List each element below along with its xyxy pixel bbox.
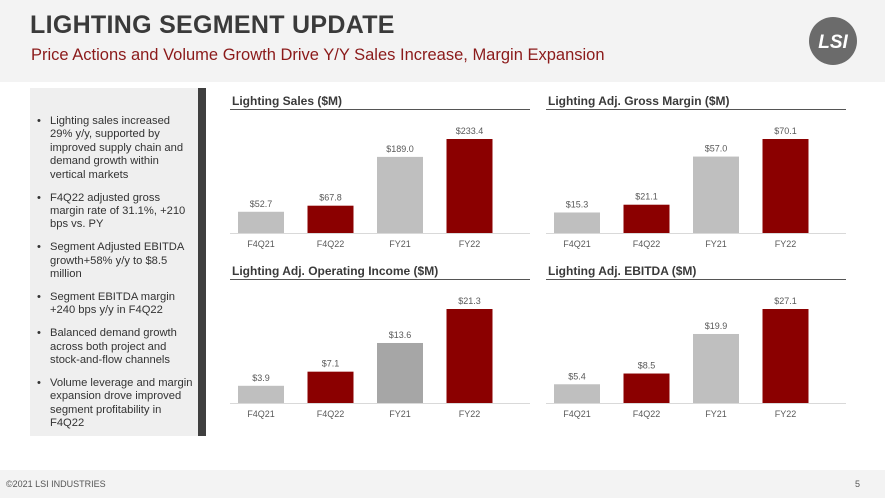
- chart-title: Lighting Adj. Gross Margin ($M): [548, 94, 730, 108]
- logo-text: LSI: [818, 32, 848, 53]
- bar: [623, 373, 670, 403]
- bullet-item: Volume leverage and margin expansion dro…: [36, 377, 194, 431]
- footer-band: ©2021 LSI INDUSTRIES 5: [0, 470, 885, 498]
- data-label: $233.4: [456, 126, 484, 136]
- bar: [762, 309, 809, 403]
- bullet-item: Segment EBITDA margin +240 bps y/y in F4…: [36, 291, 194, 318]
- bar: [693, 156, 739, 233]
- bar: [446, 309, 493, 403]
- page-number: 5: [854, 479, 860, 489]
- data-label: $19.9: [705, 321, 728, 331]
- bar: [623, 204, 670, 233]
- highlights-list: Lighting sales increased 29% y/y, suppor…: [36, 115, 194, 440]
- lsi-logo: LSI: [809, 17, 857, 65]
- page-subtitle: Price Actions and Volume Growth Drive Y/…: [31, 46, 605, 64]
- data-label: $21.1: [635, 192, 658, 202]
- data-label: $5.4: [568, 371, 586, 381]
- chart-operating-income: Lighting Adj. Operating Income ($M) $3.9…: [230, 262, 530, 419]
- category-label: F4Q21: [247, 239, 275, 249]
- data-label: $189.0: [386, 144, 414, 154]
- bar: [693, 333, 739, 403]
- data-label: $27.1: [774, 296, 797, 306]
- bar-chart-svg: $15.3 F4Q21 $21.1 F4Q22 $57.0 FY21 $70.1 FY22: [546, 126, 846, 249]
- chart-title-rule: [546, 109, 846, 110]
- category-label: FY21: [389, 409, 411, 419]
- category-label: F4Q22: [633, 409, 661, 419]
- category-label: FY21: [389, 239, 411, 249]
- category-label: F4Q21: [563, 409, 591, 419]
- category-label: F4Q22: [317, 239, 345, 249]
- chart-title: Lighting Adj. Operating Income ($M): [232, 264, 439, 278]
- bullet-item: Segment Adjusted EBITDA growth+58% y/y t…: [36, 241, 194, 281]
- bullet-item: F4Q22 adjusted gross margin rate of 31.1…: [36, 192, 194, 232]
- data-label: $13.6: [389, 330, 412, 340]
- data-label: $70.1: [774, 126, 797, 136]
- data-label: $15.3: [566, 199, 589, 209]
- bullet-item: Balanced demand growth across both proje…: [36, 327, 194, 367]
- data-label: $57.0: [705, 144, 728, 154]
- chart-title-rule: [230, 109, 530, 110]
- category-label: F4Q22: [317, 409, 345, 419]
- chart-title-rule: [230, 279, 530, 280]
- data-label: $7.1: [322, 359, 340, 369]
- page-title: LIGHTING SEGMENT UPDATE: [30, 11, 395, 39]
- bar: [446, 139, 493, 233]
- bar-chart-svg: $5.4 F4Q21 $8.5 F4Q22 $19.9 FY21 $27.1 FY22: [546, 296, 846, 419]
- category-label: FY22: [775, 409, 797, 419]
- bar: [238, 211, 284, 233]
- data-label: $67.8: [319, 193, 342, 203]
- category-label: F4Q22: [633, 239, 661, 249]
- chart-title-rule: [546, 279, 846, 280]
- category-label: FY22: [459, 239, 481, 249]
- chart-title: Lighting Sales ($M): [232, 94, 343, 108]
- bar: [554, 212, 600, 233]
- category-label: FY21: [705, 239, 727, 249]
- data-label: $3.9: [252, 373, 270, 383]
- header-band: LIGHTING SEGMENT UPDATE Price Actions an…: [0, 0, 885, 82]
- bar-chart-svg: $52.7 F4Q21 $67.8 F4Q22 $189.0 FY21 $233.4 FY22: [230, 126, 530, 249]
- category-label: FY21: [705, 409, 727, 419]
- bullet-item: Lighting sales increased 29% y/y, suppor…: [36, 115, 194, 182]
- copyright-text: ©2021 LSI INDUSTRIES: [6, 479, 106, 489]
- bar: [554, 384, 600, 403]
- category-label: F4Q21: [247, 409, 275, 419]
- category-label: F4Q21: [563, 239, 591, 249]
- chart-title: Lighting Adj. EBITDA ($M): [548, 264, 697, 278]
- bar: [307, 371, 354, 403]
- data-label: $21.3: [458, 296, 481, 306]
- chart-lighting-sales: Lighting Sales ($M) $52.7 F4Q21 $67.8 F4Q22…: [230, 92, 530, 249]
- category-label: FY22: [459, 409, 481, 419]
- bar: [238, 385, 284, 403]
- bar: [377, 156, 423, 233]
- highlights-panel: Lighting sales increased 29% y/y, suppor…: [30, 88, 206, 436]
- bar: [307, 205, 354, 233]
- logo-circle: [809, 17, 857, 65]
- category-label: FY22: [775, 239, 797, 249]
- bar: [377, 342, 423, 403]
- bar-chart-svg: $3.9 F4Q21 $7.1 F4Q22 $13.6 FY21 $21.3 FY22: [230, 296, 530, 419]
- bar: [762, 139, 809, 233]
- data-label: $52.7: [250, 199, 273, 209]
- data-label: $8.5: [638, 361, 656, 371]
- chart-gross-margin: Lighting Adj. Gross Margin ($M) $15.3 F4Q…: [546, 92, 846, 249]
- chart-ebitda: Lighting Adj. EBITDA ($M) $5.4 F4Q21 $8.5 F…: [546, 262, 846, 419]
